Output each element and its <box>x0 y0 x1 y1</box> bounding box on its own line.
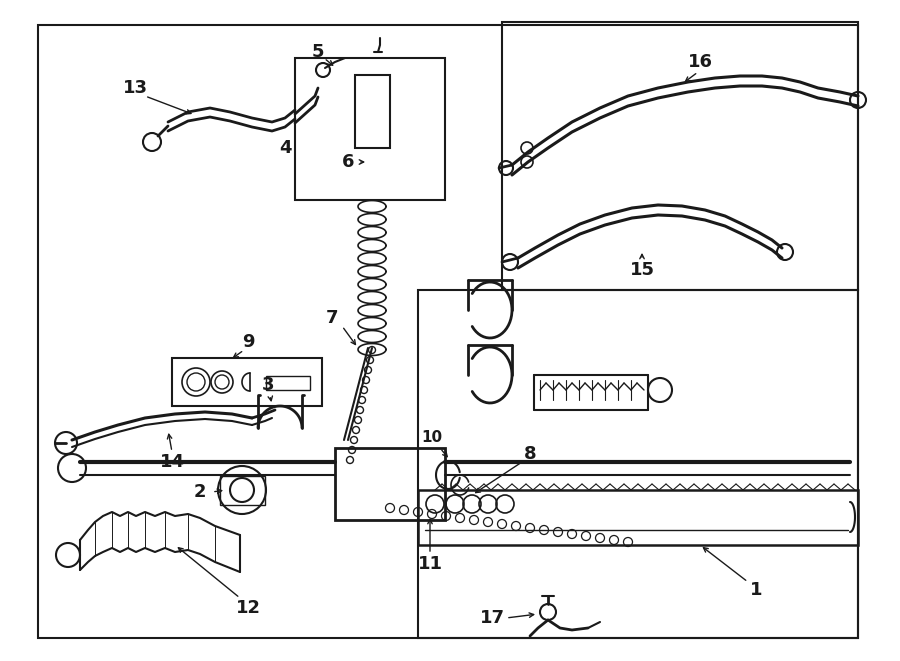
Text: 2: 2 <box>194 483 206 501</box>
Text: 8: 8 <box>524 445 536 463</box>
Text: 3: 3 <box>262 376 274 394</box>
Text: 9: 9 <box>242 333 254 351</box>
Text: 5: 5 <box>311 43 324 61</box>
Text: 7: 7 <box>326 309 338 327</box>
Text: 16: 16 <box>688 53 713 71</box>
Text: 15: 15 <box>629 261 654 279</box>
Text: 4: 4 <box>279 139 292 157</box>
Text: 14: 14 <box>159 453 184 471</box>
Text: 11: 11 <box>418 555 443 573</box>
Text: 1: 1 <box>750 581 762 599</box>
Text: 17: 17 <box>480 609 505 627</box>
Text: 13: 13 <box>122 79 148 97</box>
Text: 10: 10 <box>421 430 443 446</box>
Text: 12: 12 <box>236 599 260 617</box>
Text: 6: 6 <box>342 153 355 171</box>
